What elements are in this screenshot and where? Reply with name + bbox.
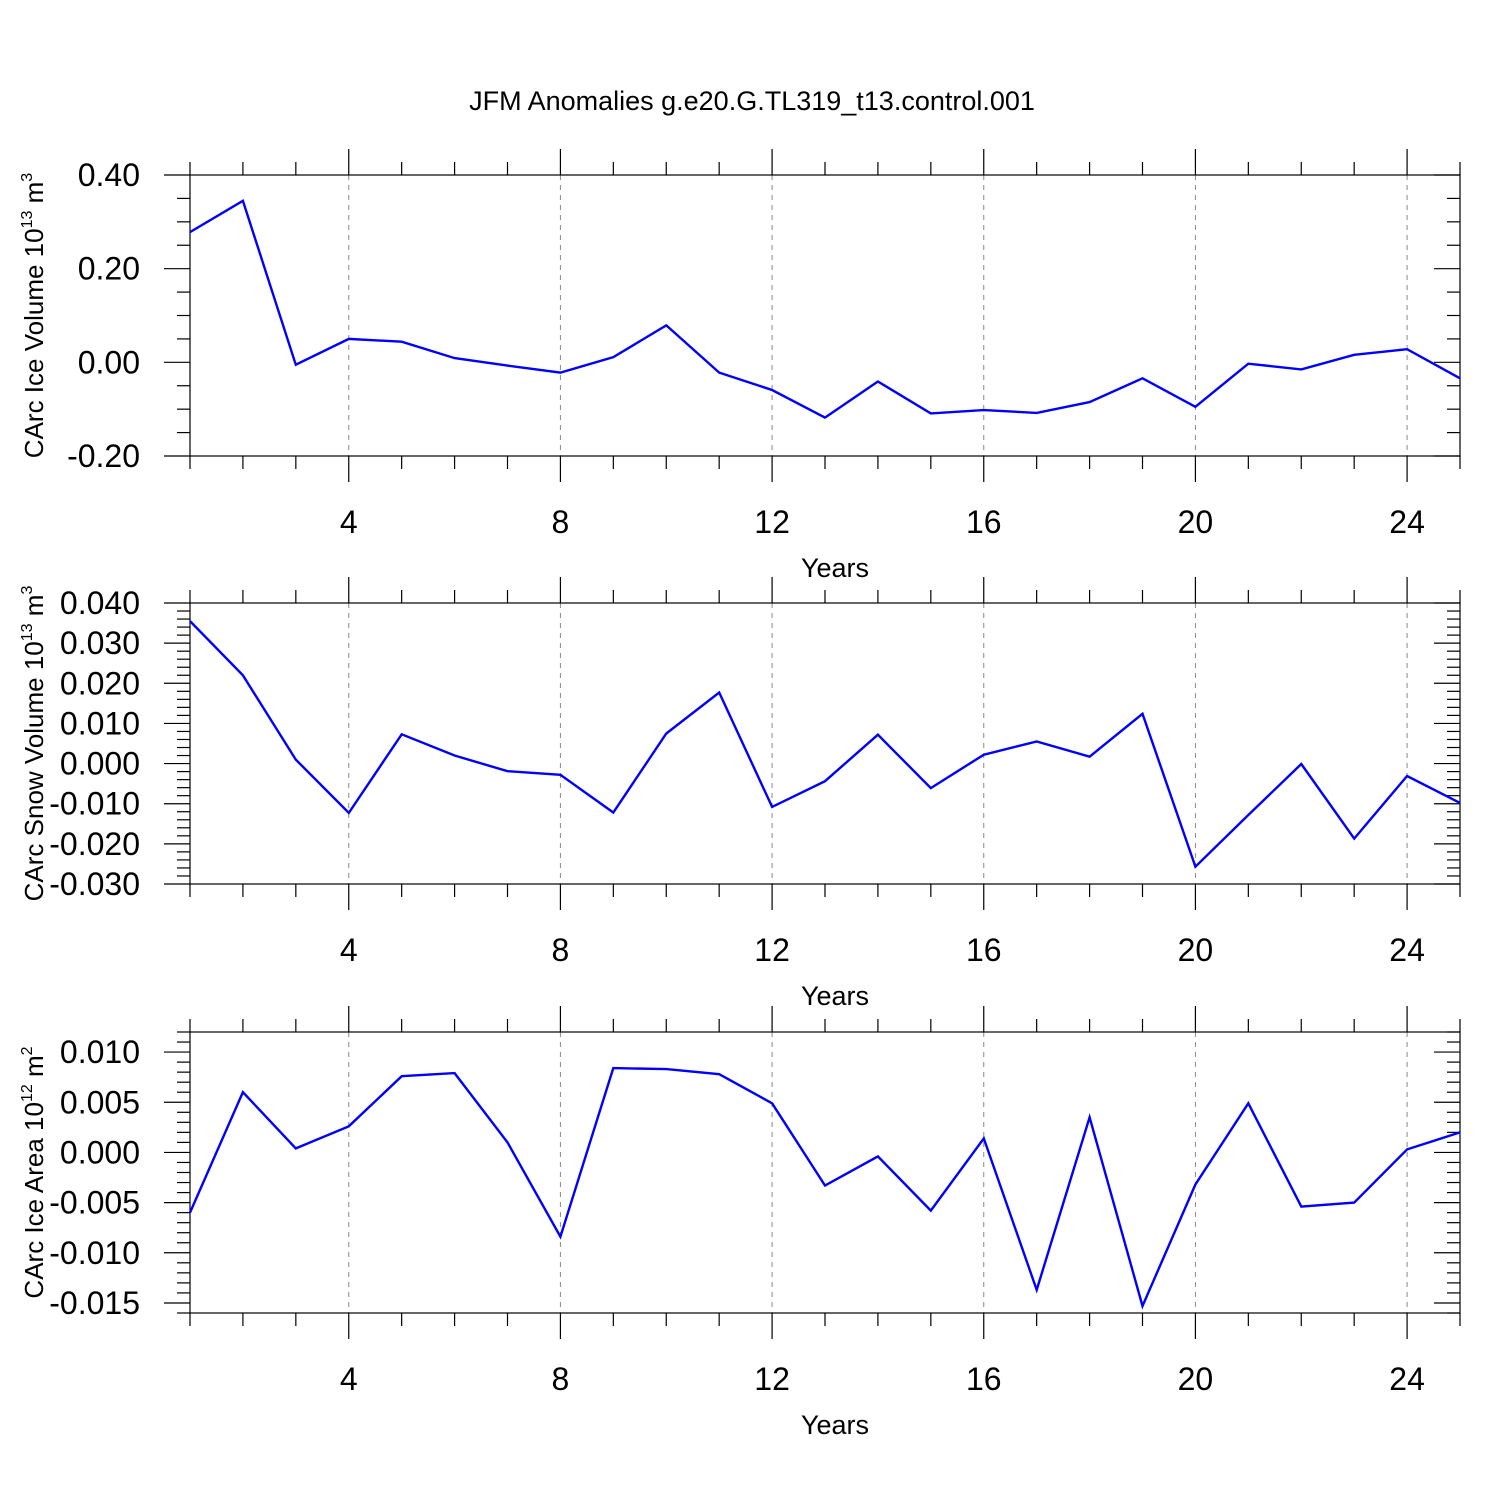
x-tick-label: 24 xyxy=(1389,1361,1425,1397)
x-tick-label: 4 xyxy=(340,504,358,540)
y-tick-label: 0.030 xyxy=(60,625,140,661)
plot-frame xyxy=(189,174,1461,457)
x-axis-label: Years xyxy=(801,1410,869,1440)
chart-panel-1: 4 8 12 16 20 24 -0.20 0.00 0.20 0.40 Years CArc Ice… xyxy=(19,149,1461,583)
y-tick-label: 0.000 xyxy=(60,746,140,782)
x-tick-label: 12 xyxy=(754,504,790,540)
y-tick-label: 0.00 xyxy=(78,344,140,380)
y-tick-label: 0.20 xyxy=(78,251,140,287)
y-tick-label: 0.010 xyxy=(60,1034,140,1070)
x-tick-label: 20 xyxy=(1178,1361,1214,1397)
y-tick-label: -0.010 xyxy=(49,786,140,822)
y-axis-label: CArc Ice Area 1012 m2 xyxy=(19,1046,49,1298)
x-tick-label: 20 xyxy=(1178,932,1214,968)
x-axis-label: Years xyxy=(801,981,869,1011)
y-tick-label: 0.40 xyxy=(78,157,140,193)
chart-panel-2: 4 8 12 16 20 24 -0.030 -0.020 -0.010 0.000 0.010 0.… xyxy=(19,577,1461,1011)
x-tick-label: 16 xyxy=(966,1361,1002,1397)
y-tick-label: 0.010 xyxy=(60,705,140,741)
chart-panels: 4 8 12 16 20 24 -0.20 0.00 0.20 0.40 Years CArc Ice… xyxy=(19,149,1461,1440)
y-tick-label: 0.005 xyxy=(60,1084,140,1120)
plot-frame xyxy=(189,1031,1461,1314)
x-axis-label: Years xyxy=(801,553,869,583)
y-tick-label: -0.005 xyxy=(49,1185,140,1221)
x-tick-label: 24 xyxy=(1389,504,1425,540)
y-tick-label: -0.010 xyxy=(49,1235,140,1271)
y-tick-label: 0.040 xyxy=(60,585,140,621)
x-tick-label: 16 xyxy=(966,932,1002,968)
x-tick-label: 16 xyxy=(966,504,1002,540)
y-tick-label: -0.20 xyxy=(67,438,140,474)
y-tick-label: -0.030 xyxy=(49,866,140,902)
y-axis-label: CArc Ice Volume 1013 m3 xyxy=(19,173,49,458)
y-tick-label: 0.020 xyxy=(60,665,140,701)
x-tick-label: 12 xyxy=(754,1361,790,1397)
x-tick-label: 8 xyxy=(552,1361,570,1397)
x-tick-label: 4 xyxy=(340,932,358,968)
x-tick-label: 4 xyxy=(340,1361,358,1397)
series-line xyxy=(189,620,1461,869)
x-tick-label: 8 xyxy=(552,932,570,968)
x-tick-label: 20 xyxy=(1178,504,1214,540)
series-line xyxy=(188,1066,1461,1310)
y-axis-label: CArc Snow Volume 1013 m3 xyxy=(19,586,49,902)
x-tick-label: 12 xyxy=(754,932,790,968)
chart-panel-3: 4 8 12 16 20 24 -0.015 -0.010 -0.005 0.000 0.005 0.… xyxy=(19,1006,1461,1440)
plot-frame xyxy=(189,602,1461,885)
chart-title: JFM Anomalies g.e20.G.TL319_t13.control.… xyxy=(469,86,1035,116)
y-tick-label: -0.020 xyxy=(49,826,140,862)
y-tick-label: -0.015 xyxy=(49,1285,140,1321)
x-tick-label: 8 xyxy=(552,504,570,540)
y-tick-label: 0.000 xyxy=(60,1134,140,1170)
x-tick-label: 24 xyxy=(1389,932,1425,968)
series-line xyxy=(189,199,1461,419)
